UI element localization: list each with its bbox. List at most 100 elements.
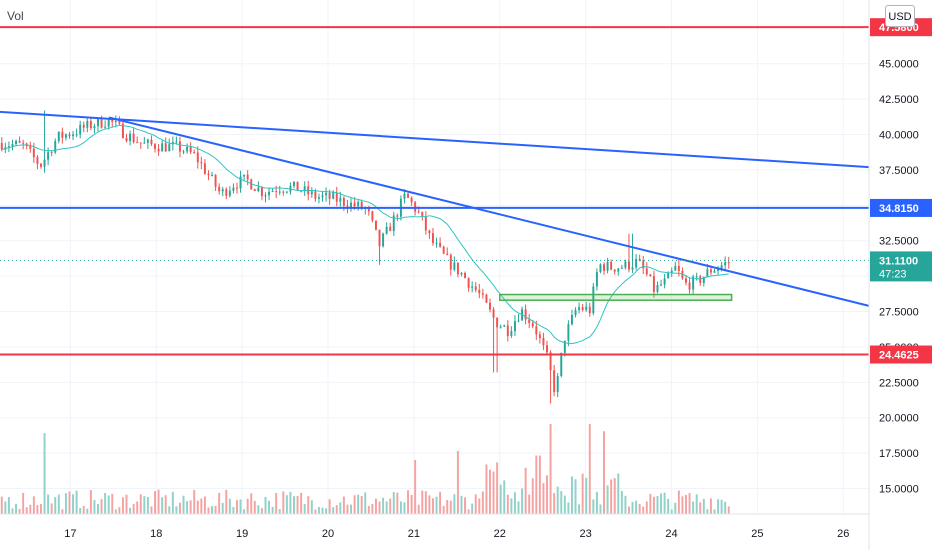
candle-body <box>631 267 634 270</box>
volume-bar <box>417 504 420 514</box>
volume-bar <box>11 508 14 514</box>
volume-bar <box>538 455 541 514</box>
candle-body <box>709 269 712 273</box>
volume-bar <box>54 497 57 514</box>
volume-bar <box>528 494 531 514</box>
candle-body <box>203 163 206 174</box>
candle-body <box>652 276 655 292</box>
candle-body <box>485 294 488 303</box>
candle-body <box>57 131 60 142</box>
volume-bar <box>414 460 417 514</box>
volume-bar <box>407 490 410 514</box>
candle-body <box>54 141 57 153</box>
volume-bar <box>285 495 288 514</box>
volume-bar <box>492 471 495 514</box>
volume-bar <box>79 508 82 514</box>
volume-bar <box>214 505 217 514</box>
candle-body <box>275 190 278 192</box>
volume-bar <box>706 509 709 514</box>
candle-body <box>595 272 598 287</box>
volume-bar <box>638 504 641 514</box>
volume-bar <box>260 508 263 514</box>
candle-body <box>253 189 256 192</box>
candle-body <box>282 191 285 193</box>
volume-bar <box>314 509 317 514</box>
volume-bar <box>542 483 545 514</box>
volume-indicator-label[interactable]: Vol <box>7 9 24 23</box>
volume-bar <box>656 496 659 514</box>
candle-body <box>724 262 727 266</box>
volume-bar <box>460 495 463 514</box>
level-price-text: 47.5800 <box>879 22 919 34</box>
volume-bar <box>563 495 566 514</box>
candle-body <box>171 141 174 145</box>
candle-body <box>82 124 85 128</box>
volume-bar <box>424 491 427 514</box>
volume-bar <box>132 503 135 514</box>
volume-bar <box>225 489 228 514</box>
volume-bar <box>111 493 114 514</box>
candle-body <box>317 197 320 199</box>
volume-bar <box>93 500 96 514</box>
candle-body <box>246 174 249 180</box>
x-tick-label: 20 <box>322 528 334 540</box>
volume-bar <box>211 506 214 514</box>
volume-bars <box>0 424 730 514</box>
volume-bar <box>250 493 253 514</box>
candle-body <box>250 179 253 190</box>
volume-bar <box>570 476 573 514</box>
volume-bar <box>627 506 630 514</box>
candle-body <box>232 187 235 191</box>
volume-bar <box>717 499 720 514</box>
volume-bar <box>29 504 32 514</box>
volume-bar <box>246 498 249 514</box>
volume-bar <box>125 494 128 514</box>
volume-bar <box>685 494 687 514</box>
volume-bar <box>681 496 684 514</box>
volume-bar <box>278 509 281 514</box>
drawings[interactable] <box>0 26 870 356</box>
volume-bar <box>296 495 299 514</box>
volume-bar <box>645 501 648 514</box>
volume-bar <box>357 494 360 514</box>
volume-bar <box>553 493 556 514</box>
volume-bar <box>546 475 548 514</box>
volume-bar <box>617 473 620 514</box>
candle-body <box>570 314 573 325</box>
candle-body <box>154 144 156 149</box>
volume-bar <box>442 505 445 514</box>
candle-body <box>178 141 181 152</box>
candle-body <box>660 284 663 286</box>
currency-button[interactable]: USD <box>885 5 915 27</box>
candle-body <box>7 146 10 148</box>
volume-bar <box>264 496 267 514</box>
candle-body <box>296 181 299 191</box>
candle-body <box>624 261 627 268</box>
candle-body <box>111 118 114 122</box>
candle-body <box>186 146 189 152</box>
candle-body <box>15 140 18 144</box>
volume-bar <box>478 498 481 514</box>
candle-body <box>567 324 570 341</box>
volume-bar <box>364 492 367 514</box>
level-price-badge <box>870 198 932 217</box>
volume-bar <box>517 501 520 514</box>
candle-body <box>293 181 295 186</box>
candle-body <box>456 262 459 275</box>
volume-bar <box>189 500 192 514</box>
volume-bar <box>86 508 89 514</box>
volume-bar <box>674 502 677 514</box>
volume-bar <box>595 491 598 514</box>
volume-bar <box>392 492 395 514</box>
volume-bar <box>235 500 238 514</box>
volume-bar <box>439 491 442 514</box>
candle-body <box>139 142 142 144</box>
volume-bar <box>15 503 18 514</box>
volume-bar <box>624 495 627 514</box>
candle-body <box>667 273 670 279</box>
candle-body <box>218 186 221 192</box>
volume-bar <box>713 509 716 514</box>
candle-body <box>182 151 185 153</box>
